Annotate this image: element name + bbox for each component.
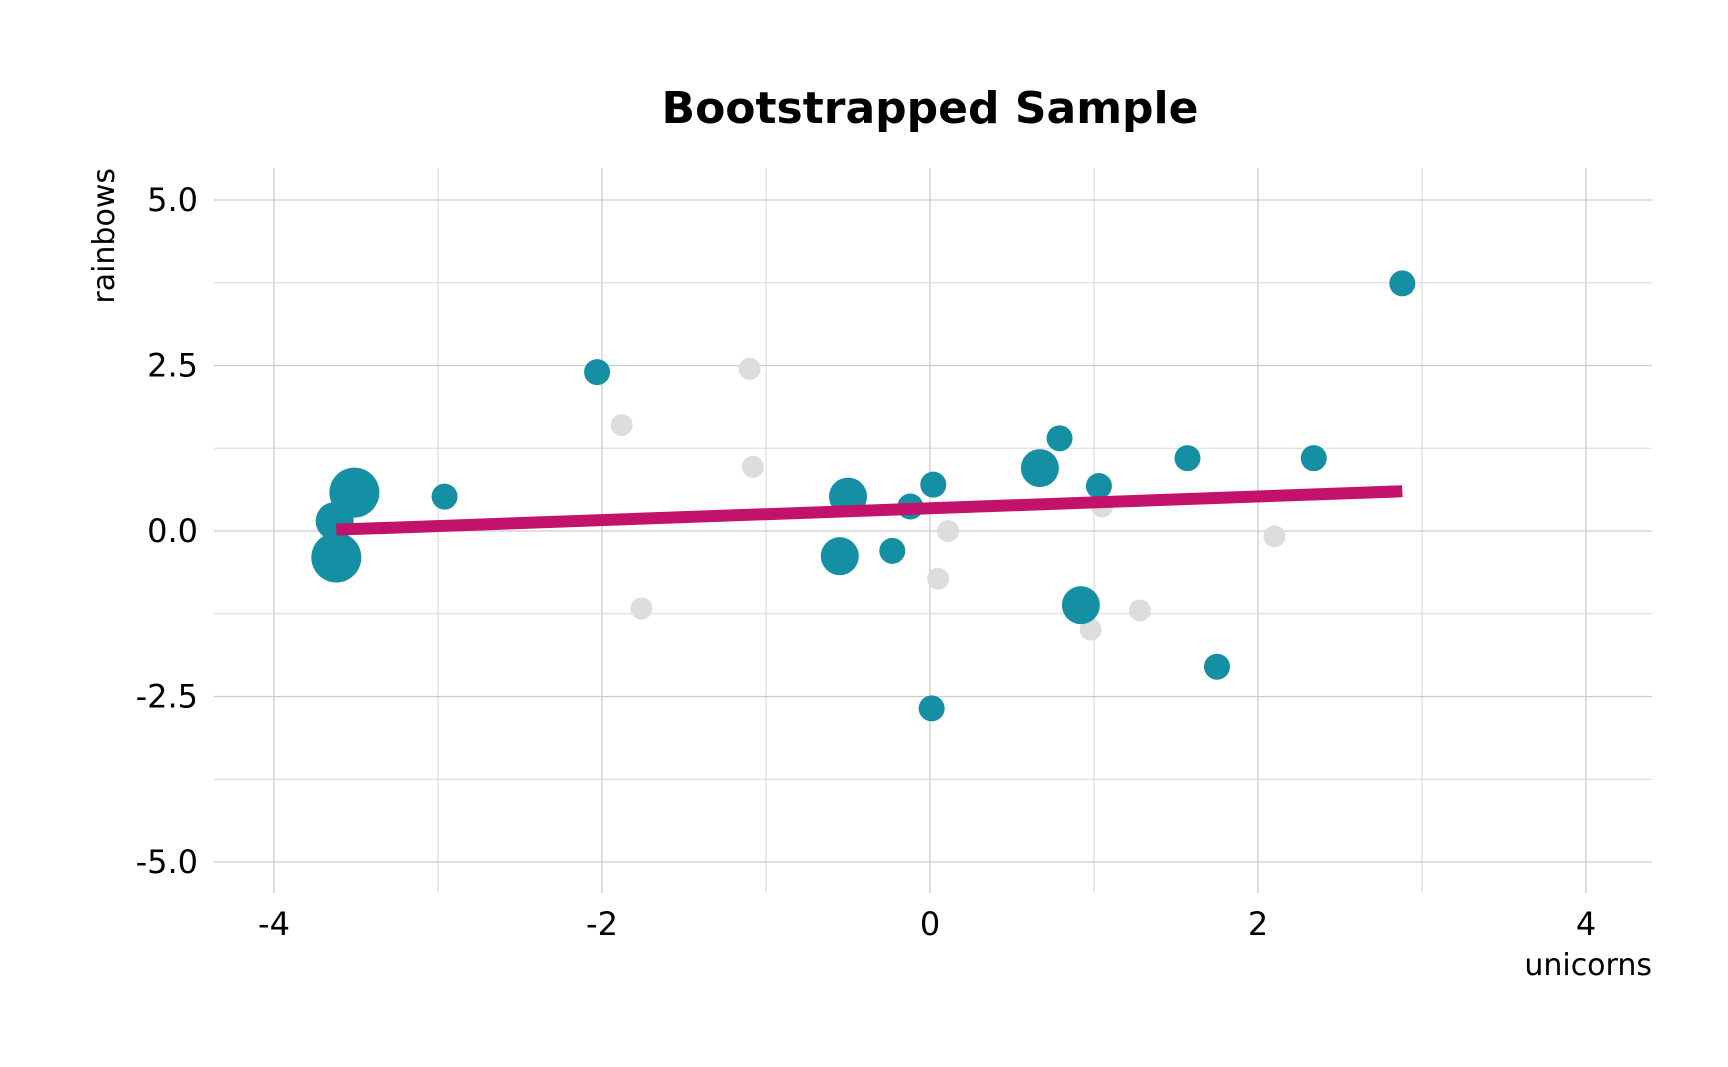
x-axis-title: unicorns — [1524, 948, 1652, 983]
unsampled-point — [741, 455, 764, 478]
unsampled-point — [738, 357, 761, 380]
unsampled-point — [927, 567, 950, 590]
sampled-point — [1300, 445, 1327, 472]
unsampled-point — [610, 414, 633, 437]
unsampled-point — [1079, 618, 1102, 641]
sampled-point — [1174, 445, 1201, 472]
regression-line-group — [336, 485, 1403, 536]
y-axis-ticks: -5.0 -2.5 0.0 2.5 5.0 — [136, 181, 198, 881]
y-tick-label: 0.0 — [147, 512, 198, 550]
sampled-point — [1061, 586, 1100, 625]
sampled-point — [431, 483, 458, 510]
sampled-point — [329, 467, 380, 518]
sampled-point — [311, 532, 362, 583]
sampled-point — [584, 359, 611, 386]
x-axis-ticks: -4 -2 0 2 4 — [258, 905, 1596, 943]
y-tick-label: 2.5 — [147, 347, 198, 385]
sampled-point — [920, 471, 947, 498]
sampled-point — [1046, 425, 1073, 452]
sampled-point — [879, 537, 906, 564]
y-tick-label: -5.0 — [136, 843, 198, 881]
sampled-point — [1020, 449, 1059, 488]
chart-title: Bootstrapped Sample — [662, 83, 1199, 134]
unsampled-point — [1263, 525, 1286, 548]
sampled-point — [1204, 653, 1230, 680]
unsampled-point — [937, 520, 960, 542]
x-tick-label: 4 — [1576, 905, 1596, 943]
sampled-point — [1085, 472, 1112, 499]
y-tick-label: -2.5 — [136, 678, 198, 716]
grid — [214, 168, 1652, 893]
unsampled-point — [630, 597, 653, 620]
x-tick-label: 2 — [1248, 905, 1268, 943]
sampled-point — [820, 537, 859, 576]
x-tick-label: 0 — [920, 905, 940, 943]
y-axis-title: rainbows — [87, 168, 122, 304]
y-tick-label: 5.0 — [147, 181, 198, 219]
unsampled-point — [1128, 599, 1151, 622]
x-tick-label: -2 — [586, 905, 618, 943]
x-tick-label: -4 — [258, 905, 290, 943]
sampled-point — [918, 695, 945, 722]
regression-line — [336, 485, 1403, 536]
sampled-point — [1389, 270, 1416, 297]
